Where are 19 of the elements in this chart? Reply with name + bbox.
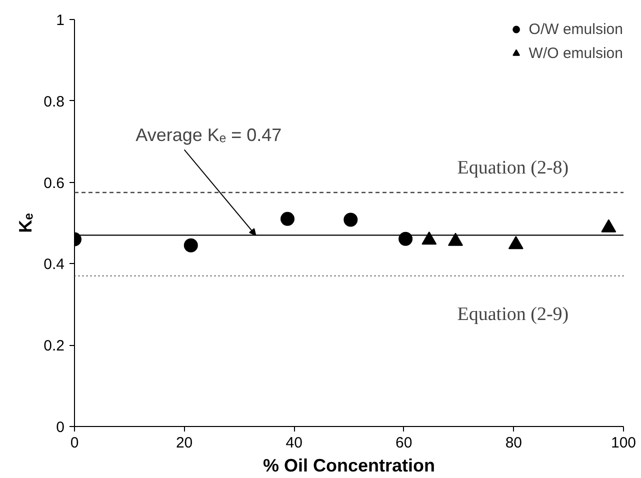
- x-tick-label: 20: [176, 434, 193, 452]
- x-tick-label: 100: [610, 434, 636, 452]
- y-tick-label: 1: [56, 12, 64, 29]
- x-axis-title: % Oil Concentration: [262, 456, 436, 476]
- y-tick-label: 0.8: [44, 93, 65, 110]
- legend-label: O/W emulsion: [528, 20, 623, 38]
- ref-line-label: Equation (2-9): [457, 304, 569, 325]
- annotation: Average Kₑ = 0.47: [136, 125, 282, 146]
- y-tick-label: 0.6: [44, 174, 65, 192]
- x-tick-label: 60: [396, 434, 412, 452]
- x-tick-label: 80: [505, 434, 522, 452]
- y-tick-label: 0: [56, 419, 64, 436]
- y-tick-label: 0.2: [44, 338, 65, 355]
- x-tick-label: 0: [70, 434, 79, 452]
- y-tick-label: 0.4: [44, 256, 65, 274]
- legend-label: W/O emulsion: [528, 44, 623, 62]
- x-tick-label: 40: [286, 434, 302, 452]
- ref-line-label: Equation (2-8): [457, 157, 569, 178]
- y-axis-title: Kₑ: [16, 212, 36, 233]
